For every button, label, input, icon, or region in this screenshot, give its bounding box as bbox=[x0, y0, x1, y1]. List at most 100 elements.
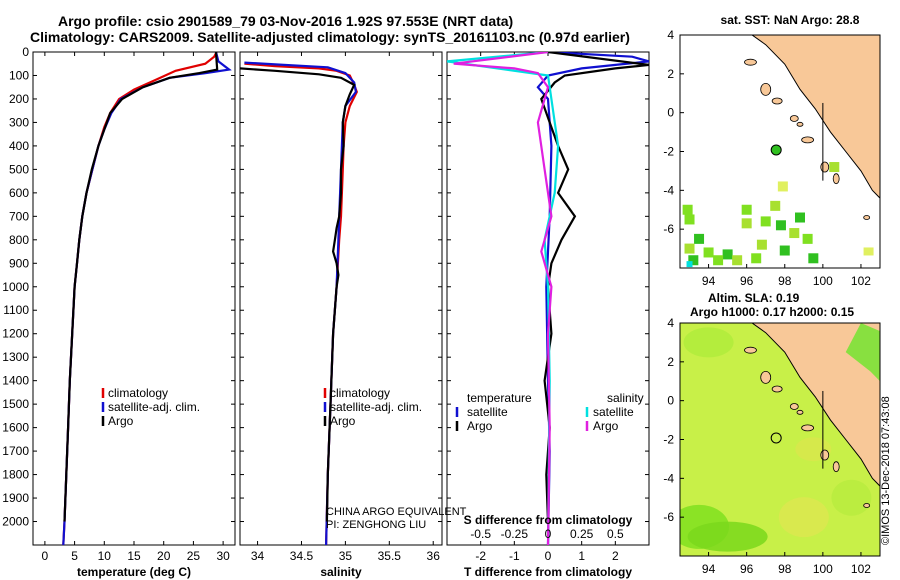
island bbox=[820, 449, 830, 461]
sst-pixel bbox=[775, 220, 786, 231]
x-tick-label: 2 bbox=[612, 549, 619, 563]
sst-pixel bbox=[741, 218, 752, 229]
map-y-tick-label: 2 bbox=[667, 355, 674, 369]
x2-tick-label: 0.25 bbox=[570, 527, 594, 541]
sst-pixel bbox=[684, 214, 695, 225]
sst-pixel bbox=[688, 255, 699, 266]
sst-pixel bbox=[713, 255, 724, 266]
x-tick-label: 36 bbox=[427, 549, 441, 563]
y-tick-label: 300 bbox=[9, 115, 29, 129]
y-tick-label: 700 bbox=[9, 209, 29, 223]
x2-axis-label: S difference from climatology bbox=[464, 513, 633, 527]
map-x-tick-label: 94 bbox=[702, 274, 716, 288]
map-x-tick-label: 102 bbox=[851, 562, 871, 576]
header-line-2: Climatology: CARS2009. Satellite-adjuste… bbox=[30, 29, 630, 45]
island bbox=[801, 424, 815, 432]
y-tick-label: 2000 bbox=[2, 515, 29, 529]
island bbox=[789, 403, 799, 410]
sst-pixel bbox=[802, 233, 813, 244]
island bbox=[744, 58, 757, 66]
sst-pixel bbox=[756, 239, 767, 250]
x-tick-label: 15 bbox=[127, 549, 141, 563]
legend-label: climatology bbox=[108, 386, 168, 400]
y-tick-label: 1600 bbox=[2, 421, 29, 435]
sst-pixel bbox=[808, 253, 819, 264]
map-content bbox=[680, 323, 880, 556]
island bbox=[760, 370, 772, 384]
coast-outline bbox=[751, 323, 880, 487]
plot-frame bbox=[32, 51, 236, 546]
x-tick-label: 35 bbox=[339, 549, 353, 563]
sst-pixel bbox=[779, 245, 790, 256]
y-tick-label: 600 bbox=[9, 186, 29, 200]
map-x-tick-label: 102 bbox=[851, 274, 871, 288]
pi-annotation-1: CHINA ARGO EQUIVALENT bbox=[326, 506, 467, 518]
y-tick-label: 900 bbox=[9, 256, 29, 270]
x2-tick-label: -0.5 bbox=[470, 527, 491, 541]
island bbox=[796, 121, 804, 127]
y-tick-label: 500 bbox=[9, 162, 29, 176]
panel-temperature: 0100200300400500600700800900100011001200… bbox=[2, 45, 236, 579]
map-sla-map: 4 2 0 -2 -4 -6 94 96 98 100 102 Altim. SLA: 0.19Arg… bbox=[663, 291, 881, 576]
y-tick-label: 1900 bbox=[2, 491, 29, 505]
sla-patch bbox=[831, 479, 872, 516]
map-sst-map: 4 2 0 -2 -4 -6 94 96 98 100 102 sat. SST: NaN Argo:… bbox=[663, 13, 881, 288]
map-y-tick-label: -4 bbox=[663, 471, 674, 485]
series-line-t-argo bbox=[540, 52, 649, 522]
x2-tick-label: -0.25 bbox=[501, 527, 529, 541]
sst-pixel bbox=[682, 204, 693, 215]
plot-frame bbox=[239, 51, 443, 546]
island bbox=[801, 136, 815, 144]
sst-pixel bbox=[741, 204, 752, 215]
legend-label: Argo bbox=[330, 414, 356, 428]
island bbox=[863, 215, 871, 220]
y-tick-label: 1100 bbox=[3, 303, 29, 317]
x-tick-label: 34 bbox=[251, 549, 265, 563]
sla-land-patch bbox=[845, 323, 880, 382]
map-y-tick-label: -6 bbox=[663, 222, 674, 236]
map-x-tick-label: 96 bbox=[740, 562, 754, 576]
sst-pixel bbox=[760, 216, 771, 227]
argo-position-marker bbox=[770, 144, 782, 156]
sst-pixel bbox=[777, 181, 788, 192]
y-tick-label: 1300 bbox=[2, 350, 29, 364]
y-tick-label: 800 bbox=[9, 233, 29, 247]
x2-tick-label: 0.5 bbox=[607, 527, 624, 541]
map-y-tick-label: 4 bbox=[667, 316, 674, 330]
map-y-tick-label: 0 bbox=[667, 106, 674, 120]
map-content bbox=[680, 35, 880, 268]
y-tick-label: 400 bbox=[9, 139, 29, 153]
coast-outline bbox=[751, 35, 880, 199]
sst-pixel bbox=[686, 261, 693, 268]
x-tick-label: 1 bbox=[578, 549, 585, 563]
y-tick-label: 1200 bbox=[2, 327, 29, 341]
map-title: sat. SST: NaN Argo: 28.8 bbox=[721, 13, 860, 27]
sst-pixel bbox=[770, 200, 781, 211]
sla-patch bbox=[687, 521, 768, 552]
panel-difference: -2 -1 0 1 2 T difference from climatology -0.5… bbox=[446, 51, 650, 579]
legend-label: climatology bbox=[330, 386, 390, 400]
y-tick-label: 1500 bbox=[2, 397, 29, 411]
legend-label: Argo bbox=[108, 414, 134, 428]
x-tick-label: 35.5 bbox=[378, 549, 402, 563]
legend-label: satellite bbox=[593, 405, 634, 419]
island bbox=[771, 385, 783, 393]
map-y-tick-label: 4 bbox=[667, 28, 674, 42]
x-tick-label: 0 bbox=[545, 549, 552, 563]
y-tick-label: 1400 bbox=[2, 374, 29, 388]
sst-pixel bbox=[732, 255, 743, 266]
header-line-1: Argo profile: csio 2901589_79 03-Nov-201… bbox=[58, 13, 514, 29]
y-tick-label: 1700 bbox=[2, 444, 29, 458]
panel-salinity: 34 34.5 35 35.5 36 salinity climatologysatelli… bbox=[239, 51, 443, 579]
y-tick-label: 1800 bbox=[2, 468, 29, 482]
y-tick-label: 1000 bbox=[2, 280, 29, 294]
map-x-tick-label: 98 bbox=[778, 274, 792, 288]
legend-title-salinity: salinity bbox=[607, 391, 644, 405]
x-tick-label: 5 bbox=[71, 549, 78, 563]
island bbox=[789, 115, 799, 122]
sst-pixel bbox=[751, 253, 762, 264]
x-axis-label: salinity bbox=[320, 565, 362, 579]
island bbox=[832, 173, 840, 185]
x-tick-label: -1 bbox=[509, 549, 520, 563]
